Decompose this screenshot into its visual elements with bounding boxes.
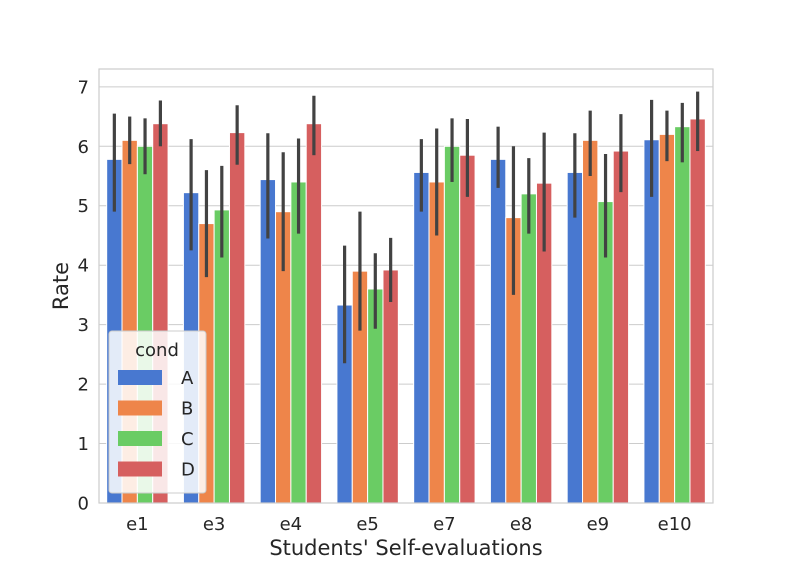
y-tick-label: 1 — [78, 434, 89, 455]
x-tick-label: e8 — [510, 514, 533, 535]
bar-B-e9 — [582, 139, 599, 504]
y-tick-label: 5 — [78, 196, 89, 217]
legend-title: cond — [135, 340, 179, 361]
x-tick-label: e7 — [433, 514, 456, 535]
y-tick-labels: 0 1 2 3 4 5 6 7 — [78, 77, 89, 514]
x-tick-label: e9 — [587, 514, 610, 535]
bar-C-e8 — [520, 193, 537, 504]
bar-C-e7 — [443, 145, 461, 504]
bar-D-e3 — [228, 132, 246, 504]
bar-D-e7 — [459, 154, 476, 504]
x-tick-label: e4 — [280, 514, 303, 535]
y-tick-label: 4 — [78, 256, 89, 277]
legend-swatch-B — [118, 400, 162, 416]
y-axis-label: Rate — [49, 262, 73, 310]
bar-D-e4 — [305, 123, 323, 504]
x-axis-label: Students' Self-evaluations — [269, 536, 542, 560]
y-tick-label: 6 — [78, 137, 89, 158]
y-tick-label: 0 — [78, 494, 89, 515]
error-bars-group — [112, 91, 700, 364]
y-tick-label: 3 — [78, 315, 89, 336]
legend-label-D: D — [181, 460, 195, 481]
plot-frame — [98, 68, 714, 504]
legend-label-A: A — [181, 368, 194, 389]
y-tick-label: 2 — [78, 375, 89, 396]
bar-D-e10 — [689, 118, 706, 504]
y-tick-label: 7 — [78, 77, 89, 98]
x-tick-label: e10 — [658, 514, 692, 535]
legend-swatch-D — [118, 461, 162, 477]
bar-D-e5 — [382, 269, 399, 504]
bar-C-e10 — [674, 126, 691, 504]
bar-B-e10 — [658, 133, 676, 504]
x-tick-label: e1 — [126, 514, 149, 535]
x-tick-label: e5 — [356, 514, 379, 535]
bar-A-e9 — [566, 171, 584, 504]
bar-D-e9 — [612, 150, 630, 504]
x-tick-label: e3 — [203, 514, 226, 535]
bar-A-e7 — [413, 171, 430, 504]
legend-label-B: B — [181, 399, 193, 420]
legend-label-C: C — [181, 429, 194, 450]
legend-swatch-A — [118, 370, 162, 385]
legend-swatch-C — [118, 431, 162, 446]
bar-A-e8 — [489, 158, 507, 504]
x-tick-labels: e1 e3 e4 e5 e7 e8 e9 e10 — [126, 514, 692, 535]
